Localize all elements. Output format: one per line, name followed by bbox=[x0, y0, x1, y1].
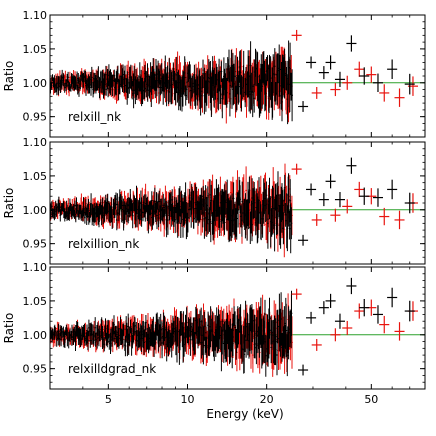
point-red bbox=[311, 213, 322, 226]
y-tick-label: 1.00 bbox=[23, 204, 48, 217]
x-tick-label: 20 bbox=[260, 393, 274, 406]
x-axis-label: Energy (keV) bbox=[206, 407, 283, 421]
point-red bbox=[330, 208, 341, 222]
point-red bbox=[379, 84, 390, 102]
point-black bbox=[325, 293, 336, 308]
point-red bbox=[342, 75, 353, 90]
y-tick-label: 1.00 bbox=[23, 77, 48, 90]
point-black bbox=[359, 298, 370, 317]
y-axis-label: Ratio bbox=[2, 188, 16, 219]
point-black bbox=[387, 287, 398, 308]
point-black bbox=[372, 305, 384, 324]
y-tick-label: 1.10 bbox=[23, 261, 48, 274]
panel-label: relxillion_nk bbox=[68, 237, 139, 251]
point-black bbox=[346, 157, 357, 174]
point-red bbox=[394, 88, 405, 107]
point-black bbox=[298, 364, 309, 376]
point-black bbox=[359, 67, 370, 85]
point-black bbox=[387, 59, 398, 79]
point-black bbox=[298, 234, 309, 246]
point-red bbox=[379, 315, 390, 334]
y-tick-label: 1.10 bbox=[23, 136, 48, 149]
point-black bbox=[306, 311, 317, 324]
point-red bbox=[394, 210, 405, 230]
y-tick-label: 0.95 bbox=[23, 111, 48, 124]
y-tick-label: 1.05 bbox=[23, 170, 48, 183]
point-black bbox=[306, 183, 317, 196]
point-red bbox=[330, 328, 341, 342]
point-black bbox=[387, 179, 398, 200]
panel-data bbox=[50, 157, 425, 258]
y-tick-label: 1.00 bbox=[23, 329, 48, 342]
x-tick-label: 10 bbox=[181, 393, 195, 406]
point-black bbox=[325, 55, 336, 70]
panel-3: 0.95 1.00 1.05 1.10 Ratio relxilldgrad_nk 5 10 2… bbox=[2, 261, 426, 406]
point-red bbox=[354, 181, 365, 198]
point-black bbox=[334, 313, 346, 329]
panel-data bbox=[50, 277, 425, 377]
x-tick-label: 50 bbox=[364, 393, 378, 406]
point-black bbox=[346, 277, 357, 295]
point-black bbox=[359, 187, 370, 205]
point-black bbox=[404, 73, 415, 95]
point-red bbox=[354, 303, 365, 319]
panel-label: relxill_nk bbox=[68, 110, 121, 124]
y-tick-label: 1.05 bbox=[23, 295, 48, 308]
panel-label: relxilldgrad_nk bbox=[68, 362, 156, 376]
point-black bbox=[334, 192, 346, 208]
x-tick-label: 5 bbox=[105, 393, 112, 406]
y-axis-label: Ratio bbox=[2, 61, 16, 92]
point-red bbox=[291, 29, 302, 41]
noise-black bbox=[50, 171, 293, 254]
point-black bbox=[306, 56, 317, 69]
point-red bbox=[291, 288, 302, 300]
y-tick-label: 1.05 bbox=[23, 43, 48, 56]
point-black bbox=[334, 71, 346, 87]
point-red bbox=[330, 83, 341, 97]
panel-1: 0.95 1.00 1.05 1.10 Ratio relxill_nk bbox=[2, 9, 426, 138]
point-red bbox=[311, 86, 322, 99]
point-black bbox=[298, 101, 309, 112]
point-black bbox=[325, 174, 336, 189]
point-red bbox=[366, 66, 377, 83]
point-black bbox=[372, 73, 384, 92]
point-black bbox=[404, 192, 415, 214]
y-tick-label: 0.95 bbox=[23, 238, 48, 251]
panel-data bbox=[50, 29, 425, 125]
panel-2: 0.95 1.00 1.05 1.10 Ratio relxillion_nk bbox=[2, 136, 426, 265]
point-black bbox=[404, 300, 415, 322]
y-tick-label: 1.10 bbox=[23, 9, 48, 22]
point-black bbox=[372, 188, 384, 207]
noise-black bbox=[50, 290, 293, 377]
point-red bbox=[394, 322, 405, 341]
point-black bbox=[318, 301, 329, 315]
point-red bbox=[342, 320, 353, 336]
y-tick-label: 0.95 bbox=[23, 363, 48, 376]
point-black bbox=[318, 66, 329, 80]
point-red bbox=[311, 338, 322, 351]
y-axis-label: Ratio bbox=[2, 313, 16, 344]
point-red bbox=[354, 61, 365, 77]
point-black bbox=[318, 193, 329, 207]
point-red bbox=[379, 207, 390, 226]
point-black bbox=[346, 35, 357, 52]
point-red bbox=[291, 163, 302, 175]
point-red bbox=[342, 199, 353, 214]
